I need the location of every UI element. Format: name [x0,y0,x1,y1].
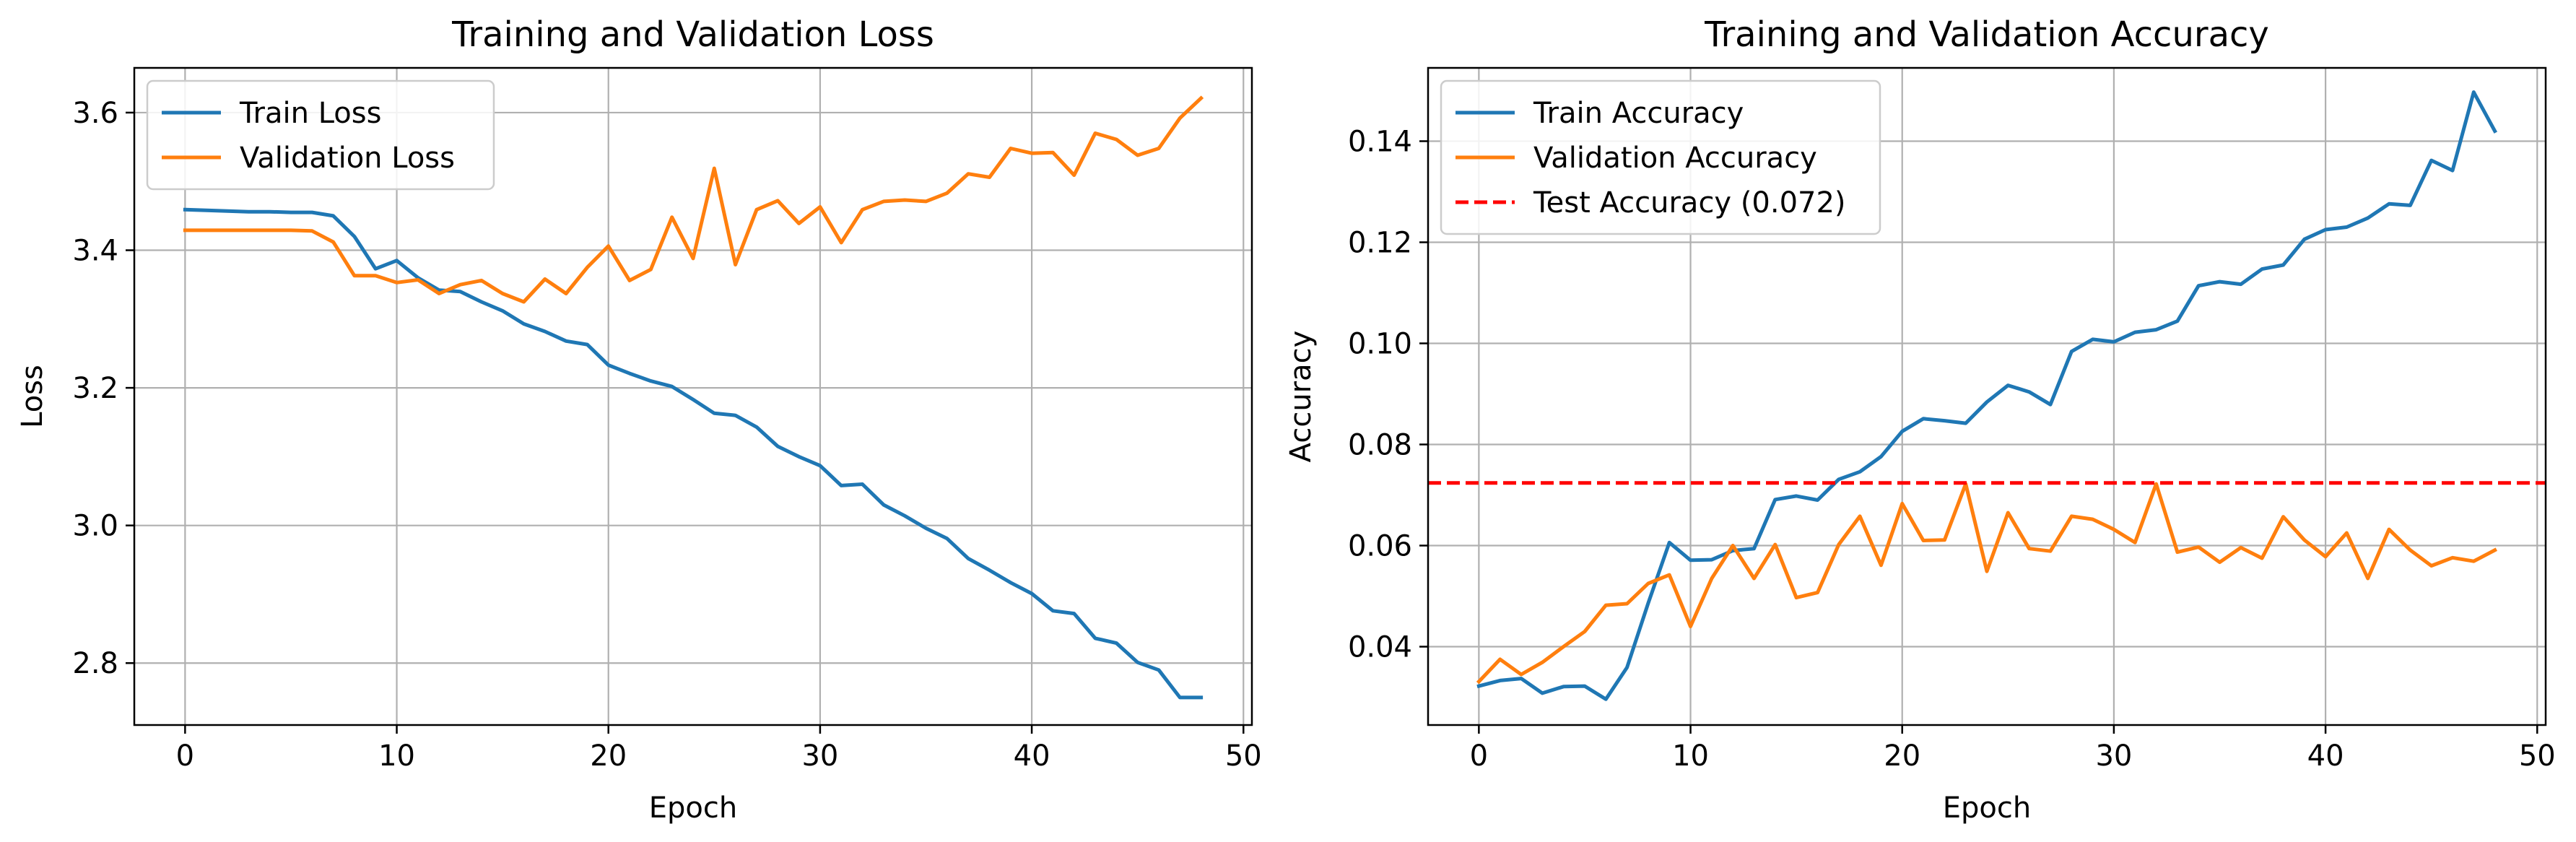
y-tick-label: 3.0 [72,510,118,543]
chart-panel-1: 0 10 20 30 40 50 2.8 3.0 3.2 3.4 3.6 Training and V… [16,14,1262,825]
x-tick-label: 10 [378,739,415,773]
legend-label: Validation Accuracy [1533,142,1817,175]
series-line-validation-accuracy [1476,482,2497,685]
y-tick-label: 3.6 [72,97,118,130]
y-axis-label: Accuracy [1284,331,1318,463]
legend-label: Test Accuracy (0.072) [1533,186,1846,220]
series-line-validation-loss [183,95,1204,304]
x-tick-label: 40 [1014,739,1050,773]
x-tick-label: 40 [2307,739,2344,773]
legend-label: Validation Loss [240,142,455,175]
y-tick-label: 0.04 [1348,631,1412,664]
chart-title: Training and Validation Loss [451,14,934,55]
x-tick-label: 10 [1672,739,1709,773]
legend: Train Accuracy Validation Accuracy Test Ac… [1440,79,1881,235]
x-tick-label: 20 [590,739,627,773]
y-tick-label: 0.14 [1348,126,1412,159]
x-axis-label: Epoch [649,791,737,825]
y-tick-label: 0.10 [1348,328,1412,361]
y-tick-label: 3.4 [72,235,118,268]
y-axis-label: Loss [16,365,49,428]
series-lines [183,95,1204,700]
legend: Train Loss Validation Loss [146,79,495,191]
x-tick-label: 0 [1470,739,1488,773]
chart-title: Training and Validation Accuracy [1704,14,2269,55]
y-tick-label: 0.06 [1348,530,1412,563]
legend-label: Train Loss [239,97,381,130]
x-tick-label: 50 [2519,739,2556,773]
series-lines [1428,90,2546,701]
chart-panel-2: 0 10 20 30 40 50 0.04 0.06 0.08 0.10 0.12 0.14 Train… [1284,14,2556,825]
y-tick-label: 2.8 [72,647,118,680]
series-line-train-accuracy [1476,90,2497,701]
x-tick-label: 50 [1225,739,1262,773]
legend-box [146,79,495,191]
x-tick-label: 0 [176,739,194,773]
x-tick-label: 30 [2095,739,2132,773]
x-tick-label: 20 [1884,739,1920,773]
axes-frame [1427,66,2547,726]
y-tick-label: 0.08 [1348,429,1412,462]
x-axis-label: Epoch [1943,791,2031,825]
legend-label: Train Accuracy [1533,97,1744,130]
y-tick-label: 0.12 [1348,227,1412,260]
legend-box [1440,79,1881,235]
series-line-train-loss [183,207,1204,700]
y-tick-label: 3.2 [72,372,118,405]
axes-frame [133,66,1253,726]
x-tick-label: 30 [801,739,838,773]
